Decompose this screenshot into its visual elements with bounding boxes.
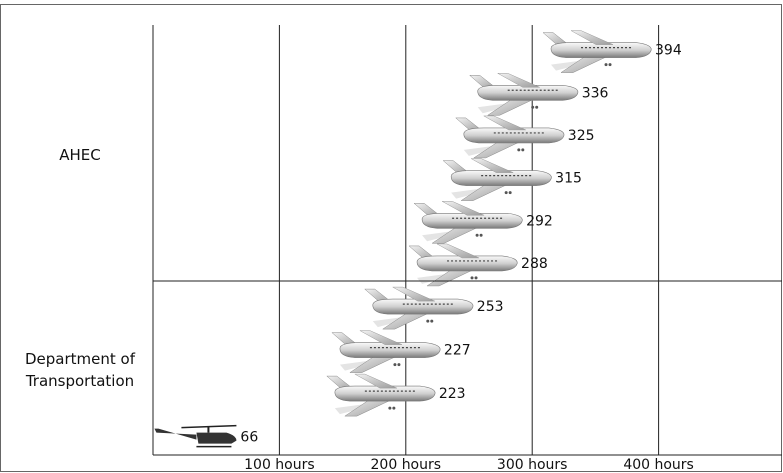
data-label: 325 [568, 128, 595, 144]
engine [426, 320, 429, 323]
engine [605, 63, 608, 66]
pictogram [332, 331, 440, 373]
engine [388, 407, 391, 410]
engine [531, 106, 534, 109]
page: {"chart_data": {"type": "pictograph", "c… [0, 0, 783, 473]
x-tick-label: 400 hours [623, 457, 694, 473]
data-label: 253 [477, 299, 504, 315]
pictogram [456, 116, 564, 158]
engine [535, 106, 538, 109]
engine [475, 276, 478, 279]
engine [471, 276, 474, 279]
pictogram [470, 73, 578, 115]
engine [393, 363, 396, 366]
engine [521, 148, 524, 151]
engine [505, 191, 508, 194]
engine [509, 191, 512, 194]
body [196, 433, 236, 444]
data-label: 66 [240, 430, 258, 446]
data-label: 223 [439, 386, 466, 402]
frame [1, 5, 782, 472]
pictogram [414, 201, 522, 243]
engine [476, 234, 479, 237]
x-tick-label: 100 hours [244, 457, 315, 473]
engine [517, 148, 520, 151]
data-label: 394 [655, 43, 682, 59]
category-label: AHEC [5, 144, 155, 166]
x-tick-label: 200 hours [371, 457, 442, 473]
data-label: 227 [444, 343, 471, 359]
tail-boom [154, 429, 196, 440]
data-label: 288 [521, 256, 548, 272]
data-label: 336 [582, 85, 609, 101]
pictogram [443, 159, 551, 201]
category-label: Department of Transportation [5, 348, 155, 392]
data-label: 292 [526, 213, 553, 229]
pictogram [327, 374, 435, 416]
engine [430, 320, 433, 323]
engine [480, 234, 483, 237]
engine [609, 63, 612, 66]
engine [397, 363, 400, 366]
data-label: 315 [555, 171, 582, 187]
pictogram [543, 31, 651, 73]
pictogram [365, 287, 473, 329]
pictogram [409, 244, 517, 286]
chart: 100 hours 200 hours 300 hours 400 hours 394 3… [0, 0, 783, 473]
pictogram [154, 426, 236, 447]
x-tick-label: 300 hours [497, 457, 568, 473]
engine [392, 407, 395, 410]
